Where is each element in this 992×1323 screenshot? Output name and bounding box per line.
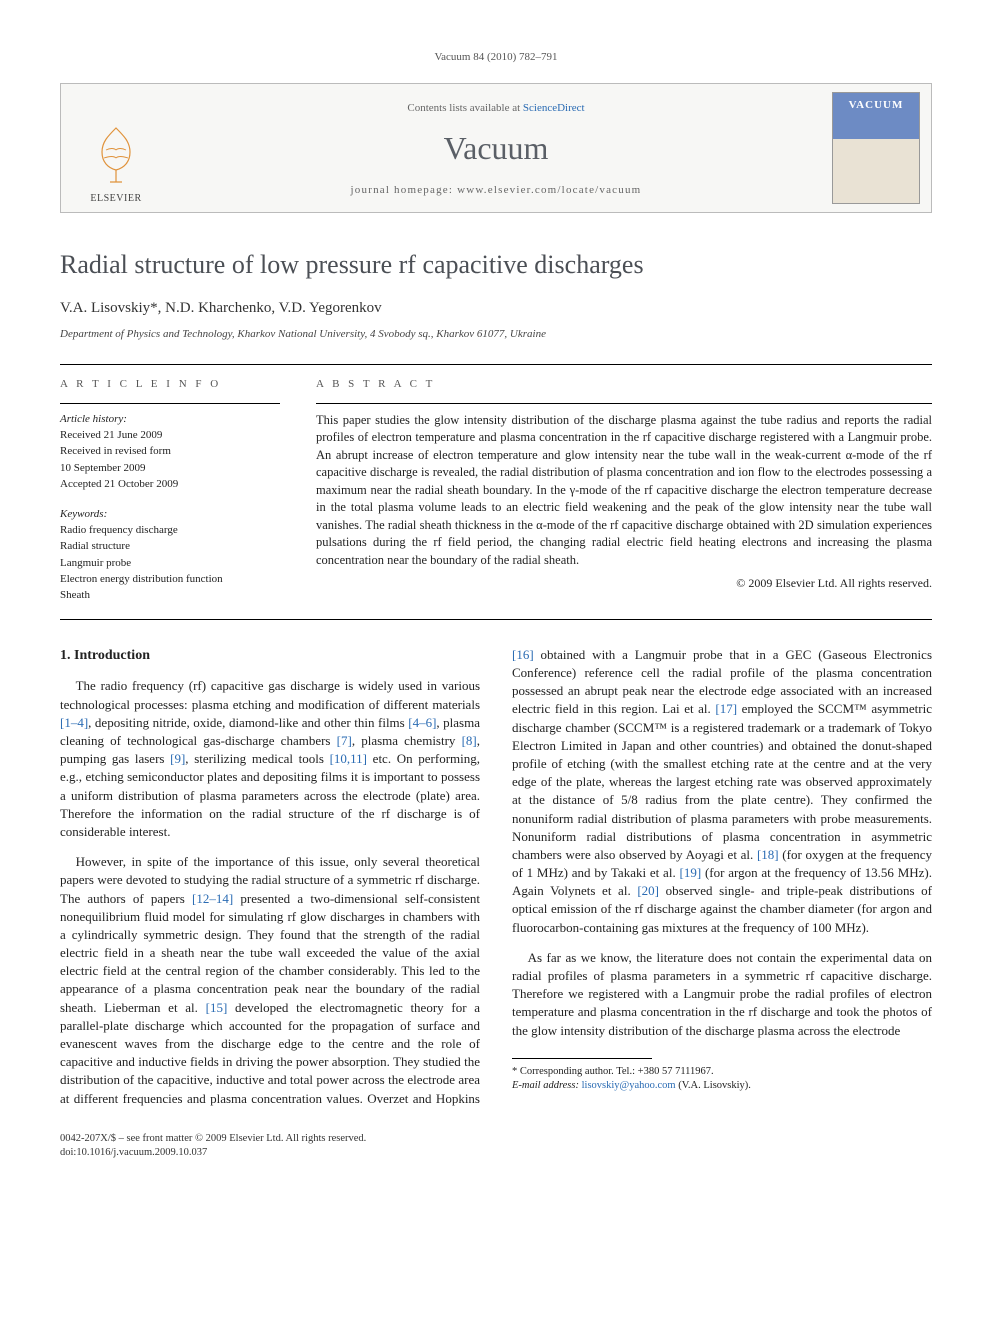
citation-link[interactable]: [9] — [170, 751, 185, 766]
masthead-center: Contents lists available at ScienceDirec… — [171, 84, 821, 212]
citation-link[interactable]: [8] — [462, 733, 477, 748]
history-revised-a: Received in revised form — [60, 444, 280, 459]
journal-title: Vacuum — [181, 126, 811, 171]
citation-link[interactable]: [16] — [512, 647, 534, 662]
history-revised-b: 10 September 2009 — [60, 461, 280, 476]
footnote-email-line: E-mail address: lisovskiy@yahoo.com (V.A… — [512, 1079, 932, 1093]
meta-row: A R T I C L E I N F O Article history: R… — [60, 365, 932, 619]
keyword: Radial structure — [60, 539, 280, 554]
abstract-body: This paper studies the glow intensity di… — [316, 412, 932, 570]
homepage-url: www.elsevier.com/locate/vacuum — [457, 184, 641, 196]
text-run: , plasma chemistry — [352, 733, 462, 748]
cover-thumb-wrap: VACUUM — [821, 84, 931, 212]
text-run: employed the SCCM™ asymmetric discharge … — [512, 701, 932, 862]
body-paragraph: As far as we know, the literature does n… — [512, 949, 932, 1040]
citation-link[interactable]: [7] — [337, 733, 352, 748]
corresponding-author-footnote: * Corresponding author. Tel.: +380 57 71… — [512, 1065, 932, 1093]
body-columns: 1. Introduction The radio frequency (rf)… — [60, 646, 932, 1108]
email-tail: (V.A. Lisovskiy). — [676, 1080, 751, 1091]
citation-link[interactable]: [10,11] — [330, 751, 367, 766]
citation-link[interactable]: [4–6] — [408, 715, 436, 730]
journal-cover-thumbnail: VACUUM — [832, 92, 920, 204]
keyword: Electron energy distribution function — [60, 572, 280, 587]
page-container: Vacuum 84 (2010) 782–791 ELSEVIER Conten… — [0, 0, 992, 1200]
contents-line: Contents lists available at ScienceDirec… — [181, 101, 811, 116]
citation-link[interactable]: [15] — [206, 1000, 228, 1015]
cover-label: VACUUM — [833, 98, 919, 113]
citation-link[interactable]: [1–4] — [60, 715, 88, 730]
masthead: ELSEVIER Contents lists available at Sci… — [60, 83, 932, 213]
history-accepted: Accepted 21 October 2009 — [60, 477, 280, 492]
article-info-heading: A R T I C L E I N F O — [60, 377, 280, 392]
keyword: Sheath — [60, 588, 280, 603]
running-head: Vacuum 84 (2010) 782–791 — [60, 50, 932, 65]
history-label: Article history: — [60, 412, 280, 427]
doi-line: doi:10.1016/j.vacuum.2009.10.037 — [60, 1146, 932, 1160]
email-link[interactable]: lisovskiy@yahoo.com — [582, 1080, 676, 1091]
text-run: , depositing nitride, oxide, diamond-lik… — [88, 715, 408, 730]
body-paragraph: The radio frequency (rf) capacitive gas … — [60, 677, 480, 841]
elsevier-tree-icon — [86, 122, 146, 188]
abstract-rule — [316, 403, 932, 404]
publisher-name: ELSEVIER — [90, 192, 141, 206]
author-list: V.A. Lisovskiy*, N.D. Kharchenko, V.D. Y… — [60, 298, 932, 319]
text-run: The radio frequency (rf) capacitive gas … — [60, 678, 480, 711]
front-matter-line: 0042-207X/$ – see front matter © 2009 El… — [60, 1132, 932, 1146]
citation-link[interactable]: [12–14] — [192, 891, 233, 906]
keyword: Radio frequency discharge — [60, 523, 280, 538]
journal-homepage: journal homepage: www.elsevier.com/locat… — [181, 183, 811, 198]
abstract-block: A B S T R A C T This paper studies the g… — [316, 377, 932, 605]
citation-link[interactable]: [20] — [637, 883, 659, 898]
info-rule — [60, 403, 280, 404]
abstract-copyright: © 2009 Elsevier Ltd. All rights reserved… — [316, 575, 932, 592]
keywords-label: Keywords: — [60, 507, 280, 522]
affiliation: Department of Physics and Technology, Kh… — [60, 327, 932, 342]
history-received: Received 21 June 2009 — [60, 428, 280, 443]
article-info: A R T I C L E I N F O Article history: R… — [60, 377, 280, 605]
section-heading: 1. Introduction — [60, 646, 480, 666]
rule-bottom — [60, 619, 932, 620]
article-title: Radial structure of low pressure rf capa… — [60, 247, 932, 283]
citation-link[interactable]: [18] — [757, 847, 779, 862]
footnote-separator — [512, 1058, 652, 1059]
bottom-meta: 0042-207X/$ – see front matter © 2009 El… — [60, 1132, 932, 1160]
sciencedirect-link[interactable]: ScienceDirect — [523, 102, 585, 114]
text-run: presented a two-dimensional self-consist… — [60, 891, 480, 1015]
publisher-block: ELSEVIER — [61, 84, 171, 212]
footnote-corr: * Corresponding author. Tel.: +380 57 71… — [512, 1065, 932, 1079]
contents-prefix: Contents lists available at — [407, 102, 522, 114]
email-label: E-mail address: — [512, 1080, 582, 1091]
citation-link[interactable]: [17] — [715, 701, 737, 716]
text-run: , sterilizing medical tools — [185, 751, 329, 766]
text-run: developed the electromagnetic theory for… — [60, 1000, 480, 1106]
keyword: Langmuir probe — [60, 556, 280, 571]
citation-link[interactable]: [19] — [679, 865, 701, 880]
homepage-prefix: journal homepage: — [351, 184, 458, 196]
abstract-heading: A B S T R A C T — [316, 377, 932, 392]
